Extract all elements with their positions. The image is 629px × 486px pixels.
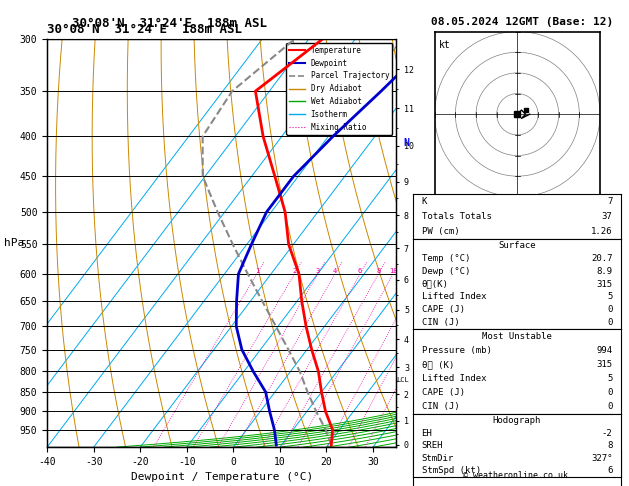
Text: 30°08'N  31°24'E  188m ASL: 30°08'N 31°24'E 188m ASL <box>72 17 267 30</box>
Text: 0: 0 <box>607 402 613 412</box>
Text: Pressure (mb): Pressure (mb) <box>421 346 491 355</box>
Text: © weatheronline.co.uk: © weatheronline.co.uk <box>464 471 568 480</box>
Text: Surface: Surface <box>498 241 536 250</box>
Text: Most Unstable: Most Unstable <box>482 331 552 341</box>
Text: kt: kt <box>439 40 450 50</box>
Text: θᴄ(K): θᴄ(K) <box>421 279 448 289</box>
Text: CIN (J): CIN (J) <box>421 318 459 327</box>
Text: 315: 315 <box>596 279 613 289</box>
Text: CAPE (J): CAPE (J) <box>421 305 465 314</box>
Text: 10: 10 <box>389 268 398 274</box>
Text: Dewp (°C): Dewp (°C) <box>421 267 470 276</box>
Text: K: K <box>421 197 427 207</box>
Text: hPa: hPa <box>4 238 25 248</box>
Text: 30°08'N  31°24'E  188m ASL: 30°08'N 31°24'E 188m ASL <box>47 23 242 36</box>
Text: 8.9: 8.9 <box>596 267 613 276</box>
Legend: Temperature, Dewpoint, Parcel Trajectory, Dry Adiabot, Wet Adiabot, Isotherm, Mi: Temperature, Dewpoint, Parcel Trajectory… <box>286 43 392 135</box>
Text: 6: 6 <box>607 467 613 475</box>
Text: 25: 25 <box>452 268 461 274</box>
Text: CAPE (J): CAPE (J) <box>421 388 465 398</box>
Text: 08.05.2024 12GMT (Base: 12): 08.05.2024 12GMT (Base: 12) <box>431 17 613 27</box>
Text: 0: 0 <box>607 388 613 398</box>
Text: 0: 0 <box>607 318 613 327</box>
Text: 20: 20 <box>437 268 445 274</box>
Text: StmSpd (kt): StmSpd (kt) <box>421 467 481 475</box>
X-axis label: Dewpoint / Temperature (°C): Dewpoint / Temperature (°C) <box>131 472 313 483</box>
Text: 994: 994 <box>596 346 613 355</box>
Text: 1.26: 1.26 <box>591 227 613 236</box>
Text: 0: 0 <box>607 305 613 314</box>
Text: 8: 8 <box>376 268 381 274</box>
Text: -2: -2 <box>602 429 613 437</box>
Text: SREH: SREH <box>421 441 443 450</box>
Text: 4: 4 <box>333 268 337 274</box>
Text: Totals Totals: Totals Totals <box>421 212 491 221</box>
Text: 3: 3 <box>316 268 320 274</box>
Text: 5: 5 <box>607 374 613 383</box>
Text: N: N <box>404 138 409 148</box>
Text: CIN (J): CIN (J) <box>421 402 459 412</box>
Text: 37: 37 <box>602 212 613 221</box>
Text: 6: 6 <box>358 268 362 274</box>
Text: 327°: 327° <box>591 454 613 463</box>
Text: Lifted Index: Lifted Index <box>421 374 486 383</box>
Text: 7: 7 <box>607 197 613 207</box>
Text: θᴄ (K): θᴄ (K) <box>421 360 454 369</box>
Text: LCL: LCL <box>397 377 409 383</box>
Text: 315: 315 <box>596 360 613 369</box>
Text: 15: 15 <box>416 268 425 274</box>
Y-axis label: km
ASL: km ASL <box>433 232 450 254</box>
Text: Temp (°C): Temp (°C) <box>421 254 470 263</box>
Text: 8: 8 <box>607 441 613 450</box>
Text: EH: EH <box>421 429 432 437</box>
Text: 2: 2 <box>292 268 297 274</box>
Text: Mixing Ratio (g/kg): Mixing Ratio (g/kg) <box>455 195 464 291</box>
Text: 5: 5 <box>607 293 613 301</box>
Text: Lifted Index: Lifted Index <box>421 293 486 301</box>
Text: 1: 1 <box>255 268 259 274</box>
Text: PW (cm): PW (cm) <box>421 227 459 236</box>
Text: 20.7: 20.7 <box>591 254 613 263</box>
Text: Hodograph: Hodograph <box>493 416 541 425</box>
Text: StmDir: StmDir <box>421 454 454 463</box>
